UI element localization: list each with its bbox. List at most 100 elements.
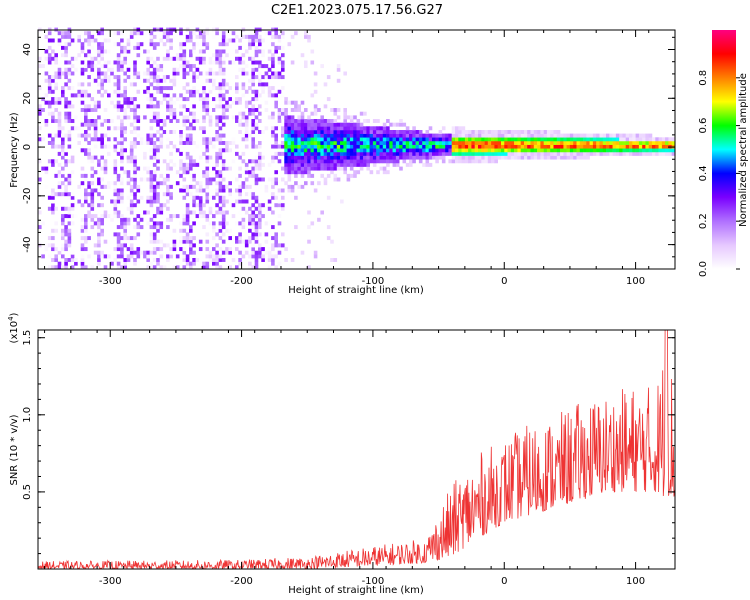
- heatmap-cell: [258, 221, 262, 226]
- heatmap-cell: [317, 166, 321, 171]
- heatmap-cell: [451, 148, 456, 153]
- heatmap-cell: [244, 119, 249, 123]
- heatmap-cell: [655, 141, 659, 145]
- heatmap-cell: [510, 133, 515, 138]
- heatmap-cell: [281, 188, 285, 193]
- heatmap-cell: [90, 181, 95, 186]
- heatmap-cell: [336, 144, 341, 149]
- heatmap-cell: [287, 184, 292, 189]
- heatmap-cell: [376, 126, 380, 131]
- heatmap-cell: [51, 75, 55, 80]
- heatmap-cell: [320, 155, 324, 160]
- heatmap-cell: [652, 137, 656, 142]
- heatmap-cell: [113, 75, 118, 80]
- heatmap-cell: [100, 214, 104, 219]
- heatmap-cell: [402, 141, 407, 145]
- heatmap-cell: [313, 188, 318, 193]
- heatmap-cell: [290, 159, 295, 164]
- heatmap-cell: [129, 210, 134, 215]
- heatmap-cell: [320, 148, 324, 153]
- heatmap-cell: [235, 82, 239, 87]
- heatmap-cell: [198, 184, 203, 189]
- heatmap-cell: [254, 250, 259, 255]
- heatmap-cell: [297, 166, 301, 171]
- heatmap-cell: [356, 151, 361, 156]
- heatmap-cell: [215, 254, 219, 259]
- heatmap-cell: [129, 254, 134, 259]
- heatmap-cell: [156, 195, 160, 200]
- heatmap-cell: [281, 108, 285, 112]
- heatmap-cell: [290, 60, 295, 65]
- heatmap-cell: [346, 130, 351, 134]
- heatmap-cell: [464, 133, 469, 138]
- heatmap-cell: [238, 221, 242, 226]
- heatmap-cell: [70, 214, 75, 219]
- heatmap-cell: [363, 119, 367, 123]
- heatmap-frame: [37, 29, 676, 270]
- heatmap-cell: [612, 144, 617, 149]
- heatmap-cell: [281, 232, 285, 237]
- heatmap-cell: [307, 126, 311, 131]
- heatmap-cell: [228, 228, 232, 233]
- heatmap-cell: [376, 144, 380, 149]
- heatmap-cell: [228, 188, 232, 193]
- heatmap-cell: [438, 137, 443, 142]
- heatmap-cell: [461, 126, 466, 131]
- heatmap-cell: [116, 247, 121, 252]
- heatmap-cell: [323, 122, 328, 127]
- heatmap-cell: [642, 144, 646, 149]
- heatmap-cell: [143, 78, 147, 83]
- heatmap-cell: [412, 155, 416, 160]
- heatmap-cell: [405, 141, 410, 145]
- heatmap-cell: [336, 159, 341, 164]
- heatmap-cell: [668, 148, 672, 153]
- heatmap-cell: [251, 60, 255, 65]
- heatmap-cell: [120, 199, 124, 204]
- heatmap-cell: [179, 159, 183, 164]
- heatmap-cell: [372, 162, 377, 167]
- heatmap-cell: [313, 254, 318, 259]
- heatmap-cell: [100, 122, 104, 127]
- heatmap-cell: [166, 115, 170, 120]
- heatmap-cell: [100, 78, 104, 83]
- heatmap-cell: [221, 60, 226, 65]
- heatmap-cell: [87, 159, 91, 164]
- heatmap-cell: [221, 232, 226, 237]
- heatmap-cell: [198, 239, 203, 244]
- heatmap-cell: [468, 148, 472, 153]
- heatmap-cell: [382, 148, 387, 153]
- heatmap-cell: [612, 148, 617, 153]
- heatmap-cell: [179, 221, 183, 226]
- heatmap-cell: [333, 166, 338, 171]
- heatmap-cell: [129, 141, 134, 145]
- heatmap-cell: [658, 148, 663, 153]
- heatmap-cell: [93, 122, 98, 127]
- heatmap-cell: [123, 126, 127, 131]
- heatmap-cell: [97, 45, 101, 50]
- heatmap-cell: [218, 258, 223, 262]
- heatmap-cell: [356, 133, 361, 138]
- heatmap-cell: [441, 141, 446, 145]
- heatmap-cell: [507, 144, 512, 149]
- heatmap-cell: [228, 181, 232, 186]
- heatmap-cell: [418, 133, 423, 138]
- heatmap-cell: [77, 184, 81, 189]
- heatmap-cell: [228, 166, 232, 171]
- heatmap-cell: [333, 126, 338, 131]
- heatmap-cell: [215, 137, 219, 142]
- heatmap-cell: [524, 130, 528, 134]
- heatmap-cell: [172, 100, 177, 105]
- heatmap-cell: [182, 104, 187, 109]
- heatmap-cell: [445, 137, 449, 142]
- heatmap-cell: [166, 173, 170, 178]
- heatmap-cell: [563, 133, 567, 138]
- heatmap-cell: [261, 53, 265, 58]
- heatmap-cell: [221, 195, 226, 200]
- heatmap-cell: [566, 151, 571, 156]
- heatmap-cell: [126, 45, 131, 50]
- heatmap-cell: [537, 144, 541, 149]
- heatmap-cell: [274, 239, 278, 244]
- heatmap-cell: [41, 64, 45, 69]
- heatmap-cell: [169, 195, 173, 200]
- heatmap-cell: [487, 137, 492, 142]
